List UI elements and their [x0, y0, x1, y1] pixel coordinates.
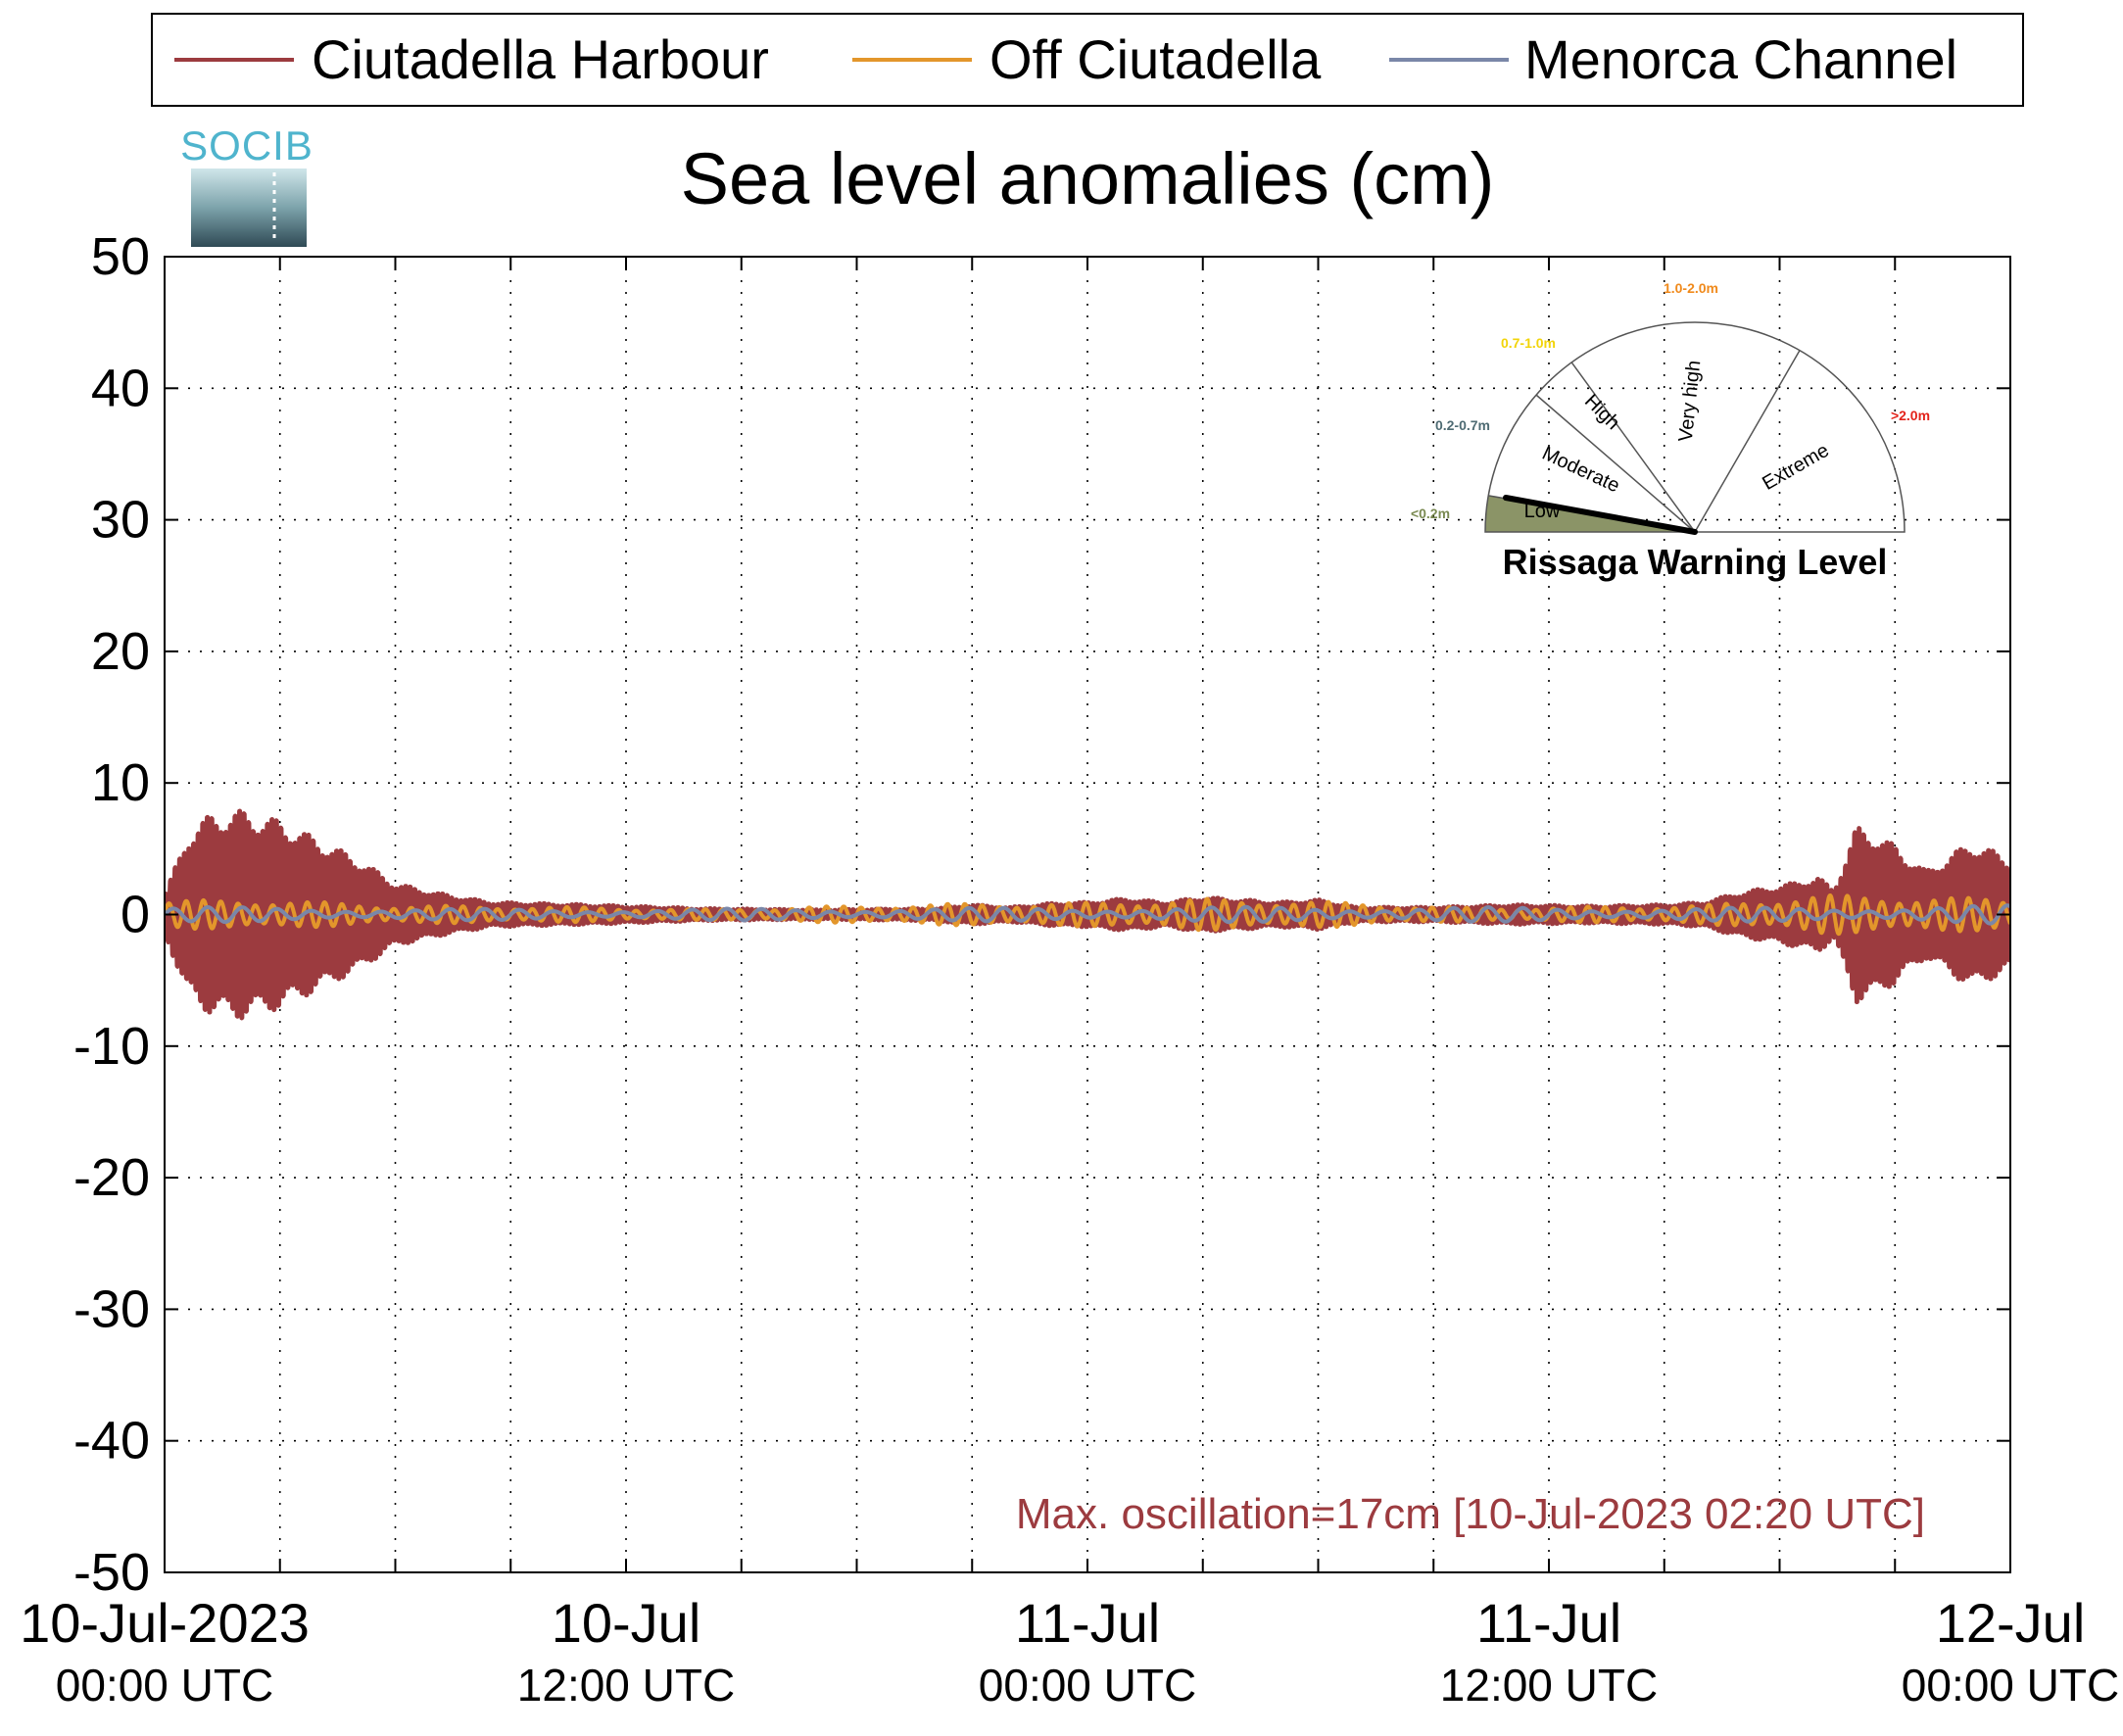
max-oscillation-annotation: Max. oscillation=17cm [10-Jul-2023 02:20… [1016, 1490, 1925, 1538]
gauge-range-extreme: >2.0m [1891, 408, 1930, 423]
y-tick-label: 20 [91, 622, 150, 681]
x-tick-label-date: 12-Jul [1936, 1592, 2086, 1654]
axis-ticks [164, 256, 2011, 1573]
y-axis-tick-labels: 50 40 30 20 10 0 -10 -20 -30 -40 -50 [73, 227, 150, 1602]
series-line-menorca-channel [165, 903, 2010, 926]
legend-label-off-ciutadella: Off Ciutadella [989, 28, 1322, 90]
chart-title: Sea level anomalies (cm) [681, 138, 1495, 219]
series-lines [165, 808, 2010, 1021]
y-tick-label: 40 [91, 359, 150, 417]
y-tick-label: -30 [73, 1279, 150, 1338]
gauge-range-very-high: 1.0-2.0m [1664, 280, 1718, 296]
y-tick-label: 0 [121, 886, 150, 944]
y-tick-label: -10 [73, 1017, 150, 1076]
x-tick-label-time: 00:00 UTC [56, 1660, 273, 1711]
legend-label-menorca-channel: Menorca Channel [1524, 28, 1957, 90]
x-tick-label-time: 12:00 UTC [517, 1660, 735, 1711]
gauge-divider-3 [1570, 362, 1696, 533]
socib-logo: SOCIB [180, 122, 314, 247]
gauge-range-moderate: 0.2-0.7m [1435, 417, 1490, 433]
gauge-range-high: 0.7-1.0m [1501, 335, 1556, 351]
y-tick-label: 10 [91, 753, 150, 812]
x-tick-label-time: 00:00 UTC [979, 1660, 1196, 1711]
x-tick-label-date: 11-Jul [1476, 1592, 1621, 1654]
x-tick-label-date: 11-Jul [1015, 1592, 1160, 1654]
x-tick-label-time: 12:00 UTC [1440, 1660, 1658, 1711]
y-tick-label: -40 [73, 1412, 150, 1471]
gauge-range-low: <0.2m [1411, 506, 1450, 521]
logo-gradient-block [191, 169, 307, 247]
y-tick-label: -50 [73, 1543, 150, 1602]
legend: Ciutadella Harbour Off Ciutadella Menorc… [151, 13, 2024, 107]
series-line-off-ciutadella [165, 893, 2010, 937]
y-tick-label: 50 [91, 227, 150, 286]
series-line-ciutadella-harbour [165, 808, 2010, 1021]
logo-text: SOCIB [180, 122, 314, 169]
gauge-title: Rissaga Warning Level [1503, 542, 1888, 582]
legend-frame [151, 13, 2024, 107]
y-tick-label: -20 [73, 1148, 150, 1207]
y-tick-label: 30 [91, 491, 150, 550]
legend-label-ciutadella-harbour: Ciutadella Harbour [312, 28, 769, 90]
x-tick-label-time: 00:00 UTC [1902, 1660, 2119, 1711]
x-tick-label-date: 10-Jul [552, 1592, 701, 1654]
gauge-divider-4 [1694, 350, 1801, 533]
gauge-needle [1503, 495, 1698, 535]
x-tick-label-date: 10-Jul-2023 [20, 1592, 310, 1654]
x-axis-tick-labels: 10-Jul-2023 00:00 UTC 10-Jul 12:00 UTC 11-Ju… [20, 1592, 2119, 1711]
gauge-divider-2 [1535, 394, 1696, 533]
gauge-outline [1484, 321, 1906, 533]
